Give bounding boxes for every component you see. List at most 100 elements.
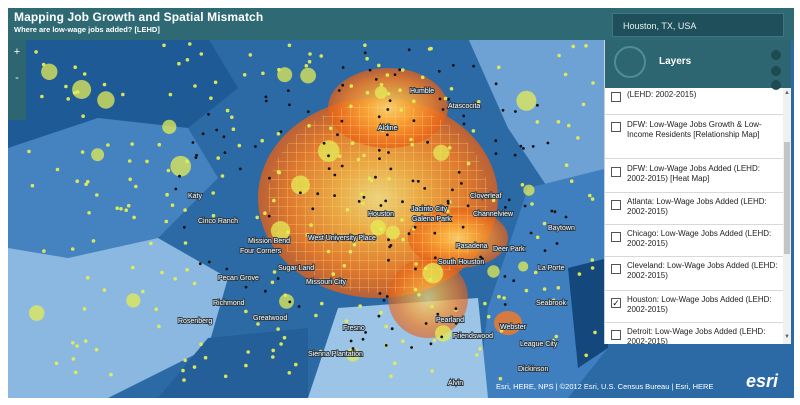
panel-option-dot[interactable] bbox=[771, 66, 781, 76]
job-dot bbox=[387, 177, 392, 181]
job-dot bbox=[430, 304, 434, 309]
place-label: Missouri City bbox=[306, 279, 347, 286]
layer-item[interactable]: Atlanta: Low-Wage Jobs Added (LEHD: 2002… bbox=[605, 192, 783, 225]
point-marker bbox=[429, 342, 433, 346]
place-label: Mission Bend bbox=[248, 238, 290, 245]
point-marker bbox=[299, 191, 302, 195]
job-dot bbox=[71, 341, 75, 345]
point-marker bbox=[388, 99, 392, 102]
location-search-input[interactable]: Houston, TX, USA bbox=[612, 13, 784, 37]
point-marker bbox=[398, 68, 402, 72]
zoom-out-button[interactable]: - bbox=[15, 72, 19, 84]
job-dot bbox=[308, 52, 312, 56]
layers-scrollbar[interactable]: ▲ ▼ bbox=[783, 88, 791, 344]
point-marker bbox=[238, 167, 242, 171]
point-marker bbox=[387, 151, 390, 154]
point-marker bbox=[401, 200, 404, 204]
point-marker bbox=[451, 188, 454, 192]
job-dot bbox=[28, 305, 45, 321]
job-dot bbox=[211, 191, 215, 195]
job-dot bbox=[433, 144, 450, 161]
job-dot bbox=[349, 84, 354, 88]
job-dot bbox=[145, 159, 149, 164]
point-marker bbox=[222, 135, 226, 139]
layer-checkbox[interactable]: ✓ bbox=[611, 298, 621, 308]
job-dot bbox=[557, 53, 561, 58]
point-marker bbox=[512, 279, 516, 283]
point-marker bbox=[531, 145, 535, 148]
job-dot bbox=[417, 292, 421, 297]
place-label: Baytown bbox=[548, 225, 575, 232]
layer-checkbox[interactable] bbox=[611, 330, 621, 340]
point-marker bbox=[311, 207, 315, 211]
job-dot bbox=[121, 92, 125, 97]
point-marker bbox=[268, 176, 271, 180]
point-marker bbox=[377, 314, 381, 318]
point-marker bbox=[536, 103, 539, 107]
job-dot bbox=[363, 43, 367, 47]
job-dot bbox=[310, 350, 315, 355]
layer-item[interactable]: DFW: Low-Wage Jobs Growth & Low-Income R… bbox=[605, 114, 783, 159]
job-dot bbox=[81, 114, 85, 118]
scroll-up-icon[interactable]: ▲ bbox=[784, 90, 790, 96]
layer-item[interactable]: DFW: Low-Wage Jobs Added (LEHD: 2002-201… bbox=[605, 158, 783, 193]
layers-list: (LEHD: 2002-2015) DFW: Low-Wage Jobs Gro… bbox=[605, 88, 783, 344]
layer-checkbox[interactable] bbox=[611, 232, 621, 242]
layer-label: Detroit: Low-Wage Jobs Added (LEHD: 2002… bbox=[627, 327, 766, 344]
layers-icon[interactable] bbox=[614, 46, 646, 78]
layer-item[interactable]: Detroit: Low-Wage Jobs Added (LEHD: 2002… bbox=[605, 322, 783, 344]
zoom-in-button[interactable]: + bbox=[13, 46, 21, 58]
esri-logo[interactable]: esri bbox=[746, 371, 779, 391]
job-dot bbox=[409, 137, 413, 142]
job-dot bbox=[230, 115, 234, 119]
job-dot bbox=[165, 192, 169, 197]
point-marker bbox=[447, 97, 450, 101]
job-dot bbox=[185, 58, 190, 62]
point-marker bbox=[327, 167, 331, 171]
place-label: Houston bbox=[368, 211, 394, 218]
place-labels: Humble Atascocita Aldine Katy Cinco Ranc… bbox=[177, 87, 576, 388]
scroll-down-icon[interactable]: ▼ bbox=[784, 334, 790, 340]
layer-label: DFW: Low-Wage Jobs Added (LEHD: 2002-201… bbox=[627, 164, 760, 183]
point-marker bbox=[451, 316, 454, 320]
job-dot bbox=[535, 235, 540, 240]
panel-option-dot[interactable] bbox=[771, 80, 781, 90]
job-dot bbox=[563, 72, 568, 77]
layer-item[interactable]: Chicago: Low-Wage Jobs Added (LEHD: 2002… bbox=[605, 224, 783, 257]
layer-checkbox[interactable] bbox=[611, 167, 621, 177]
map-attribution: Esri, HERE, NPS | ©2012 Esri, U.S. Censu… bbox=[496, 382, 714, 391]
place-label: Galena Park bbox=[412, 216, 451, 223]
place-label: Dickinson bbox=[518, 366, 548, 373]
point-marker bbox=[378, 292, 382, 295]
panel-option-dot[interactable] bbox=[771, 50, 781, 60]
job-dot bbox=[497, 65, 501, 70]
job-dot bbox=[352, 242, 357, 247]
place-label: Deer Park bbox=[493, 246, 525, 253]
job-dot bbox=[497, 294, 501, 299]
job-dot bbox=[193, 84, 197, 88]
job-dot bbox=[70, 247, 75, 251]
job-dot bbox=[491, 198, 496, 203]
job-dot bbox=[389, 374, 393, 379]
layer-item[interactable]: Cleveland: Low-Wage Jobs Added (LEHD: 20… bbox=[605, 256, 783, 291]
layer-checkbox[interactable] bbox=[611, 92, 621, 102]
job-dot bbox=[449, 87, 454, 91]
scroll-thumb[interactable] bbox=[784, 142, 790, 254]
point-marker bbox=[382, 298, 386, 302]
layer-item[interactable]: (LEHD: 2002-2015) bbox=[605, 88, 783, 115]
job-dot bbox=[162, 43, 166, 48]
point-marker bbox=[244, 285, 248, 289]
layer-checkbox[interactable] bbox=[611, 200, 621, 210]
point-marker bbox=[223, 151, 227, 155]
point-marker bbox=[279, 130, 283, 134]
job-dot bbox=[279, 294, 294, 309]
place-label: Humble bbox=[410, 88, 434, 95]
point-marker bbox=[254, 145, 257, 148]
point-marker bbox=[553, 210, 557, 214]
layer-checkbox[interactable] bbox=[611, 122, 621, 132]
job-dot bbox=[361, 201, 365, 206]
job-dot bbox=[590, 197, 595, 201]
job-dot bbox=[401, 339, 405, 344]
layer-item[interactable]: ✓ Houston: Low-Wage Jobs Added (LEHD: 20… bbox=[605, 290, 783, 323]
layer-checkbox[interactable] bbox=[611, 264, 621, 274]
